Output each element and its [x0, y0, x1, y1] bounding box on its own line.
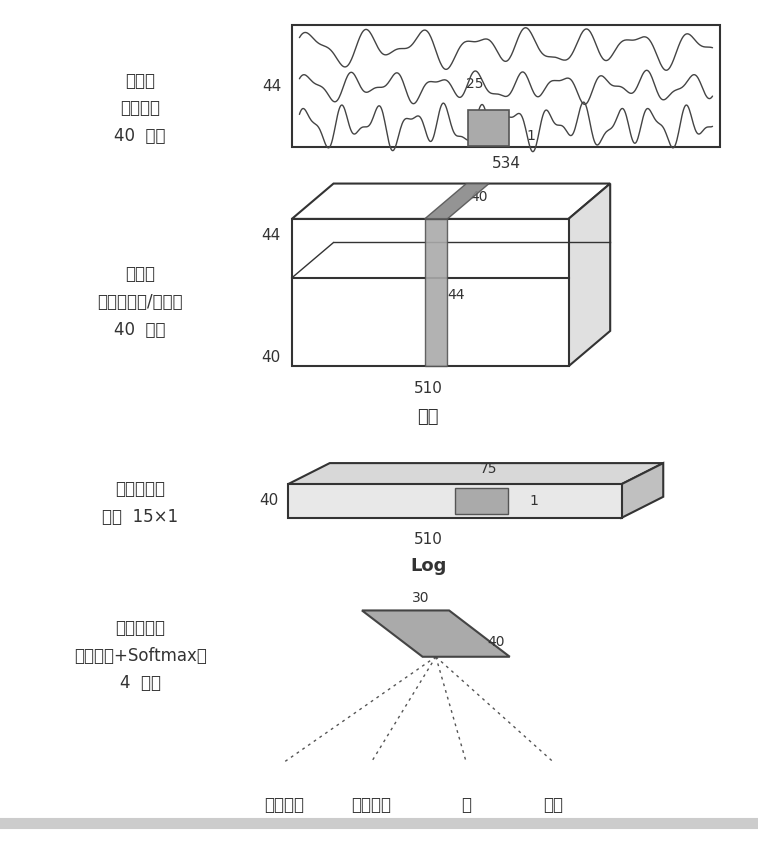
Text: 手（左）: 手（左）	[265, 796, 304, 813]
Text: 线性分类层
（致密层+Softmax）
4  单位: 线性分类层 （致密层+Softmax） 4 单位	[74, 619, 207, 692]
Text: 卷积层
（时间）
40  单位: 卷积层 （时间） 40 单位	[114, 72, 166, 145]
Bar	[455, 488, 508, 514]
Polygon shape	[362, 610, 509, 657]
Text: 44: 44	[262, 228, 280, 243]
Text: 510: 510	[414, 532, 443, 547]
Text: 30: 30	[412, 590, 430, 605]
Bar	[292, 25, 720, 147]
Bar	[468, 110, 509, 146]
Bar	[288, 484, 622, 518]
Polygon shape	[292, 184, 610, 219]
Text: 25: 25	[465, 77, 484, 91]
Text: 40: 40	[259, 493, 278, 509]
Polygon shape	[424, 184, 489, 219]
Text: 卷积层
（全部电极/贴片）
40  单位: 卷积层 （全部电极/贴片） 40 单位	[98, 265, 183, 338]
Bar	[292, 219, 568, 366]
Polygon shape	[288, 463, 663, 484]
Text: 其他: 其他	[543, 796, 563, 813]
Bar	[424, 219, 447, 366]
Polygon shape	[622, 463, 663, 518]
Text: 44: 44	[263, 79, 282, 94]
Text: 平均池化层
步长  15×1: 平均池化层 步长 15×1	[102, 480, 178, 525]
Polygon shape	[568, 184, 610, 366]
Text: Log: Log	[410, 557, 446, 575]
Text: 手（右）: 手（右）	[352, 796, 391, 813]
Text: 40: 40	[470, 189, 487, 204]
Text: 脚: 脚	[461, 796, 471, 813]
Text: 534: 534	[492, 156, 521, 171]
Text: 1: 1	[527, 130, 536, 143]
Text: 510: 510	[414, 381, 443, 396]
Text: 40: 40	[262, 350, 280, 365]
Text: 平方: 平方	[418, 408, 439, 426]
Text: 1: 1	[529, 494, 538, 508]
Text: 40: 40	[487, 635, 505, 648]
Text: 75: 75	[480, 461, 498, 476]
Text: 44: 44	[447, 288, 465, 301]
